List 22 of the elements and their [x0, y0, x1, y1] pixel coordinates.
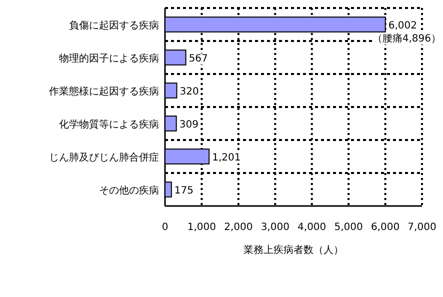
- data-label: 567: [188, 54, 208, 64]
- x-tick-label: 3,000: [260, 222, 290, 233]
- x-tick-label: 1,000: [187, 222, 216, 233]
- y-tick-label: その他の疾病: [99, 184, 159, 196]
- x-tick-label: 2,000: [224, 222, 253, 233]
- x-tick-label: 0: [162, 222, 168, 233]
- x-tick-label: 5,000: [334, 222, 363, 233]
- data-label: 309: [179, 120, 198, 130]
- data-label: 6,002: [388, 20, 417, 32]
- x-axis-title: 業務上疾病者数（人）: [244, 244, 344, 256]
- data-label: 1,201: [212, 152, 241, 164]
- annotation: （腰痛4,896）: [372, 32, 441, 44]
- x-tick-label: 7,000: [408, 222, 436, 233]
- data-label: 320: [180, 86, 199, 98]
- x-tick-label: 6,000: [370, 222, 400, 233]
- y-tick-label: 作業態様に起因する疾病: [48, 86, 159, 98]
- data-label: 175: [174, 186, 194, 196]
- y-tick-label: 化学物質等による疾病: [59, 118, 159, 130]
- y-tick-label: じん肺及びじん肺合併症: [49, 152, 159, 164]
- x-tick-label: 4,000: [298, 222, 326, 233]
- y-tick-label: 負傷に起因する疾病: [69, 20, 159, 32]
- y-tick-label: 物理的因子による疾病: [59, 52, 159, 64]
